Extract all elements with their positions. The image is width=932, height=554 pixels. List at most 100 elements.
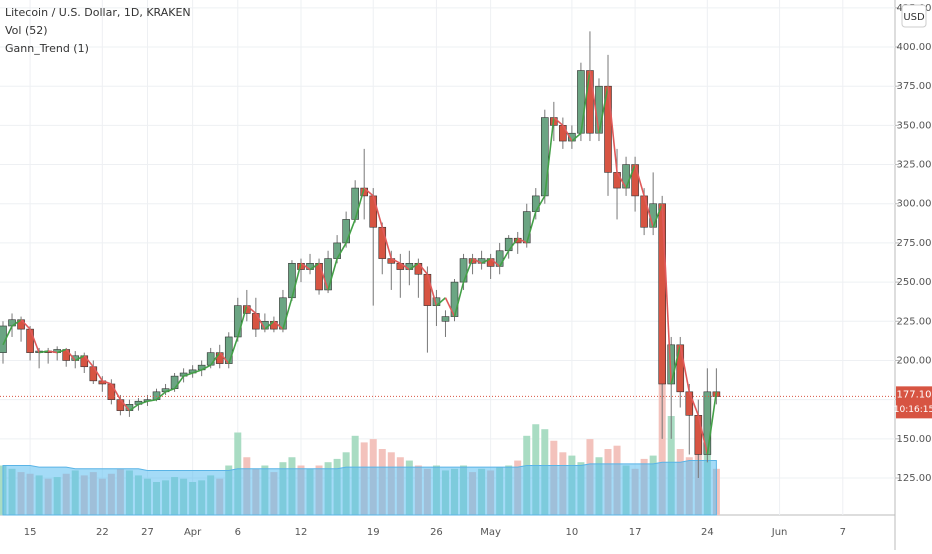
gann-segment xyxy=(643,195,654,228)
gann-segment xyxy=(399,262,410,271)
currency-box[interactable] xyxy=(901,4,927,28)
gann-segment xyxy=(29,328,40,353)
last-price-box xyxy=(896,386,932,419)
y-tick-label: 150.00 xyxy=(897,434,932,445)
gann-segment xyxy=(363,187,374,197)
gann-segment xyxy=(56,348,67,354)
gann-segment xyxy=(598,86,609,134)
gann-segment xyxy=(625,164,636,189)
x-tick-label: 24 xyxy=(701,527,714,538)
x-tick-label: May xyxy=(480,527,501,538)
candle-body xyxy=(423,273,432,306)
candle-body xyxy=(170,375,179,389)
y-tick-label: 400.00 xyxy=(897,42,932,53)
x-tick-label: 27 xyxy=(141,527,154,538)
currency-label[interactable]: USD xyxy=(903,12,925,23)
x-tick-label: 22 xyxy=(96,527,109,538)
gann-segment xyxy=(381,227,393,259)
gann-segment xyxy=(453,281,465,317)
gann-segment xyxy=(607,86,618,173)
last-price-label: 177.10 xyxy=(897,389,932,400)
gann-segment xyxy=(138,400,148,406)
gann-segment xyxy=(147,398,157,403)
gann-segment xyxy=(255,313,266,330)
candle-body xyxy=(252,313,260,330)
gann-segment xyxy=(282,297,293,330)
candle-body xyxy=(685,391,694,416)
candle-body xyxy=(694,415,703,455)
gann-segment xyxy=(571,132,582,142)
gann-segment xyxy=(65,348,76,361)
x-tick-label: Apr xyxy=(184,527,202,538)
gann-segment xyxy=(462,258,474,283)
gann-segment xyxy=(580,70,591,134)
gann-segment xyxy=(219,352,230,365)
candle-body xyxy=(26,328,34,353)
gann-segment xyxy=(336,242,347,259)
gann-segment xyxy=(417,262,429,275)
candle-body xyxy=(324,258,332,291)
gann-segment xyxy=(192,369,202,374)
x-tick-label: 12 xyxy=(295,527,308,538)
gann-segment xyxy=(173,375,185,390)
gann-segment xyxy=(697,415,709,455)
gann-segment xyxy=(291,263,302,298)
gann-trend xyxy=(2,70,718,455)
gann-segment xyxy=(110,383,122,401)
gann-segment xyxy=(2,325,13,346)
gann-segment xyxy=(544,117,555,196)
candle-body xyxy=(315,262,323,291)
candle-body xyxy=(369,195,378,228)
candle-body xyxy=(279,297,287,330)
gann-segment xyxy=(553,116,564,126)
gann-segment xyxy=(273,320,284,330)
y-tick-label: 250.00 xyxy=(897,277,932,288)
gann-segment xyxy=(634,164,645,197)
gann-segment xyxy=(426,274,438,306)
candle-body xyxy=(288,262,296,299)
gann-segment xyxy=(435,297,446,307)
gann-segment xyxy=(706,391,718,455)
gann-segment xyxy=(652,203,663,228)
candle-body xyxy=(215,352,224,364)
x-tick-label: 17 xyxy=(629,527,642,538)
gann-segment xyxy=(102,380,112,385)
candle-body xyxy=(206,352,215,366)
candle-body xyxy=(640,195,648,228)
y-tick-label: 325.00 xyxy=(897,160,932,171)
x-tick-label: 26 xyxy=(430,527,443,538)
gann-segment xyxy=(183,372,193,377)
candle-body xyxy=(595,85,603,134)
x-tick-label: 15 xyxy=(24,527,37,538)
gann-segment xyxy=(264,320,275,330)
y-tick-label: 125.00 xyxy=(897,473,932,484)
gann-segment xyxy=(616,171,627,189)
gann-segment xyxy=(372,195,384,228)
gann-segment xyxy=(11,319,22,327)
candle-body xyxy=(577,70,585,134)
gann-segment xyxy=(92,366,104,382)
y-tick-label: 375.00 xyxy=(897,81,932,92)
gann-segment xyxy=(128,403,139,412)
gann-segment xyxy=(155,391,167,401)
gann-segment xyxy=(83,355,94,368)
candle-body xyxy=(116,399,125,411)
candle-body xyxy=(658,203,666,385)
candle-body xyxy=(522,211,531,244)
gann-segment xyxy=(517,237,528,244)
x-tick-label: 19 xyxy=(367,527,380,538)
gann-segment xyxy=(444,297,456,317)
gann-segment xyxy=(354,187,365,220)
candle-body xyxy=(89,366,98,382)
gann-segment xyxy=(38,350,49,354)
candle-body xyxy=(342,219,350,244)
gann-segment xyxy=(165,387,175,393)
gann-segment xyxy=(318,263,329,291)
candle-body xyxy=(586,70,594,134)
candle-body xyxy=(613,172,621,189)
candle-body xyxy=(441,316,450,322)
gann-segment xyxy=(300,262,311,271)
indicator-label: Gann_Trend (1) xyxy=(5,42,89,55)
